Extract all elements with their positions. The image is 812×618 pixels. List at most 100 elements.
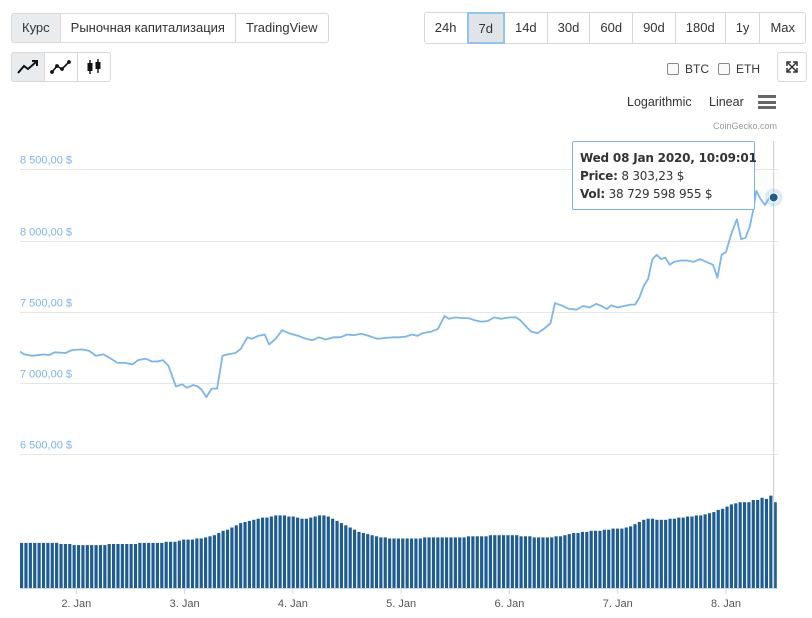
volume-bar — [339, 523, 344, 588]
volume-bar — [655, 519, 659, 588]
volume-bar — [760, 497, 764, 588]
tooltip-vol-label: Vol: — [580, 187, 605, 201]
eth-checkbox[interactable] — [718, 63, 730, 75]
tooltip-price-value: 8 303,23 $ — [621, 169, 685, 183]
compare-btc[interactable]: BTC — [667, 62, 709, 76]
volume-bar — [738, 502, 742, 588]
volume-bar — [28, 542, 32, 588]
hover-marker — [768, 192, 779, 203]
volume-bar — [449, 537, 453, 588]
volume-bar — [431, 537, 436, 588]
tab-price[interactable]: Курс — [11, 13, 61, 43]
line-markers-button[interactable] — [44, 52, 78, 82]
range-selector: 24h 7d 14d 30d 60d 90d 180d 1y Max — [423, 12, 806, 44]
chart-credit[interactable]: CoinGecko.com — [712, 121, 777, 131]
range-90d[interactable]: 90d — [632, 12, 676, 44]
volume-bar — [304, 518, 308, 588]
line-chart-icon — [17, 60, 38, 74]
volume-bar — [177, 540, 181, 588]
range-1y[interactable]: 1y — [724, 12, 761, 44]
volume-bar — [313, 516, 317, 588]
volume-bar — [120, 544, 124, 588]
volume-bar — [668, 518, 672, 588]
tooltip-price-label: Price: — [580, 169, 618, 183]
range-180d[interactable]: 180d — [674, 12, 726, 44]
btc-checkbox[interactable] — [667, 63, 679, 75]
volume-bar — [493, 535, 497, 588]
volume-bar — [41, 542, 46, 588]
range-max[interactable]: Max — [759, 12, 806, 44]
tab-market-cap[interactable]: Рыночная капитализация — [59, 13, 236, 43]
fullscreen-button[interactable] — [777, 52, 807, 82]
volume-bar — [537, 537, 541, 588]
range-7d[interactable]: 7d — [466, 12, 505, 44]
volume-bar — [151, 542, 155, 588]
volume-bar — [37, 542, 41, 588]
x-tick-label: 8. Jan — [711, 598, 741, 610]
volume-bar — [742, 502, 747, 588]
volume-bar — [155, 542, 160, 588]
volume-bar — [699, 515, 703, 588]
volume-bar — [256, 518, 260, 588]
volume-bar — [243, 522, 247, 588]
tab-tradingview[interactable]: TradingView — [234, 13, 329, 43]
volume-bar — [414, 538, 418, 588]
volume-bar — [112, 544, 116, 588]
volume-bar — [716, 509, 720, 588]
volume-bar — [322, 515, 326, 588]
volume-bar — [519, 536, 523, 588]
volume-bar — [563, 535, 567, 588]
volume-bar — [497, 535, 501, 588]
volume-bar — [458, 537, 462, 588]
volume-bar — [357, 531, 361, 588]
volume-bar — [63, 544, 67, 588]
volume-bar — [379, 537, 383, 588]
volume-bar — [607, 529, 611, 588]
eth-label: ETH — [736, 62, 760, 76]
volume-bar — [348, 527, 352, 588]
volume-bar — [681, 517, 685, 588]
btc-label: BTC — [685, 62, 709, 76]
volume-bar — [550, 537, 554, 588]
compare-eth[interactable]: ETH — [718, 62, 760, 76]
candlestick-button[interactable] — [77, 52, 111, 82]
volume-bar — [383, 537, 387, 588]
volume-bar — [309, 517, 313, 588]
volume-bar — [90, 545, 94, 588]
volume-bar — [76, 545, 81, 588]
range-60d[interactable]: 60d — [589, 12, 634, 44]
range-30d[interactable]: 30d — [546, 12, 591, 44]
volume-bar — [462, 537, 466, 588]
chart-type-selector — [11, 52, 111, 82]
volume-bar — [94, 545, 98, 588]
volume-bar — [287, 516, 291, 588]
linear-scale-button[interactable]: Linear — [709, 95, 744, 109]
tooltip-date: Wed 08 Jan 2020, 10:09:01 — [580, 151, 757, 165]
price-series — [19, 189, 774, 399]
volume-bar — [173, 541, 177, 588]
volume-bar — [221, 530, 225, 588]
volume-bar — [725, 506, 729, 588]
volume-bar — [20, 542, 24, 588]
logarithmic-scale-button[interactable]: Logarithmic — [627, 95, 692, 109]
line-chart-button[interactable] — [11, 52, 45, 82]
y-tick-label: 8 500,00 $ — [20, 155, 72, 167]
volume-bar — [650, 518, 655, 588]
volume-bar — [199, 538, 203, 588]
volume-bar — [247, 520, 252, 588]
volume-bar — [506, 535, 510, 588]
volume-bar — [401, 538, 405, 588]
volume-bar — [484, 536, 488, 588]
volume-bar — [646, 518, 650, 588]
volume-bar — [217, 533, 221, 588]
volume-bar — [260, 517, 265, 588]
volume-bar — [436, 537, 440, 588]
hamburger-menu-icon[interactable] — [758, 95, 776, 109]
volume-bar — [602, 529, 606, 588]
volume-bar — [344, 525, 348, 588]
volume-bar — [690, 516, 694, 588]
volume-bar — [361, 533, 365, 588]
volume-bar — [756, 500, 760, 588]
volume-bar — [374, 536, 379, 588]
volume-bar — [593, 530, 598, 588]
